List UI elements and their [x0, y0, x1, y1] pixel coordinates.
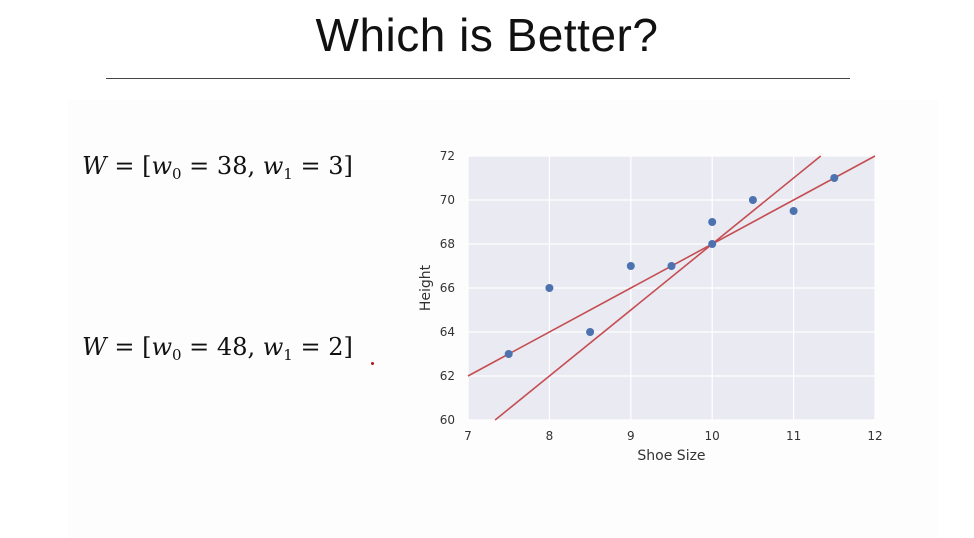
- fit-line-1: [494, 155, 822, 421]
- eq1-w0-subscript: 0: [171, 165, 182, 183]
- title-divider: [106, 78, 850, 79]
- eq2-equals: =: [114, 333, 135, 361]
- eq2-w1-subscript: 1: [283, 346, 293, 364]
- points-layer: [504, 174, 839, 358]
- eq2-w0-equals: =: [189, 333, 210, 361]
- eq1-w0-equals: =: [189, 152, 210, 180]
- data-point: [626, 262, 635, 270]
- y-tick-label: 66: [440, 281, 455, 295]
- eq1-w0-value: 38: [216, 152, 248, 180]
- equation-weights-2: W = [w0 = 48, w1 = 2]: [82, 333, 353, 364]
- y-tick-label: 68: [440, 237, 455, 251]
- eq2-w1-value: 2: [328, 333, 344, 361]
- data-point: [667, 262, 676, 270]
- eq2-w1-equals: =: [300, 333, 321, 361]
- eq1-lhs: W: [82, 152, 107, 180]
- eq1-w1-equals: =: [300, 152, 321, 180]
- tick-labels-layer: 7 8 9 10 11 12 60 62 64 66 68 70 72: [440, 149, 883, 443]
- eq2-w1-symbol: w: [262, 333, 284, 361]
- x-tick-label: 8: [546, 429, 554, 443]
- eq2-w0-subscript: 0: [171, 346, 182, 364]
- slide-title: Which is Better?: [315, 9, 659, 61]
- x-tick-label: 7: [464, 429, 472, 443]
- eq2-w0-value: 48: [216, 333, 248, 361]
- y-tick-label: 60: [440, 413, 455, 427]
- y-tick-label: 70: [440, 193, 455, 207]
- eq1-equals: =: [114, 152, 135, 180]
- data-point: [708, 240, 717, 248]
- eq2-close-bracket: ]: [343, 333, 353, 361]
- x-tick-label: 12: [867, 429, 882, 443]
- eq2-lhs: W: [82, 333, 107, 361]
- x-tick-label: 9: [627, 429, 635, 443]
- grid-layer: [467, 155, 876, 421]
- x-axis-label: Shoe Size: [637, 448, 705, 464]
- y-tick-label: 72: [440, 149, 455, 163]
- eq1-separator: ,: [247, 152, 256, 180]
- eq1-close-bracket: ]: [343, 152, 353, 180]
- eq1-w1-value: 3: [328, 152, 344, 180]
- data-point: [748, 196, 757, 204]
- y-axis-label: Height: [418, 264, 434, 311]
- data-point: [504, 350, 513, 358]
- x-tick-label: 11: [786, 429, 801, 443]
- equation-weights-1: W = [w0 = 38, w1 = 3]: [82, 152, 353, 183]
- eq2-separator: ,: [247, 333, 256, 361]
- data-point: [545, 284, 554, 292]
- eq1-w0-symbol: w: [151, 152, 172, 180]
- y-tick-label: 64: [440, 325, 455, 339]
- y-tick-label: 62: [440, 369, 455, 383]
- scatter-chart: 7 8 9 10 11 12 60 62 64 66 68 70 72 Shoe Size Height: [405, 140, 905, 470]
- eq2-w0-symbol: w: [151, 333, 172, 361]
- data-point: [830, 174, 839, 182]
- data-point: [708, 218, 717, 226]
- stray-red-dot: [371, 362, 374, 365]
- eq1-w1-symbol: w: [262, 152, 284, 180]
- eq1-open-bracket: [: [142, 152, 152, 180]
- x-tick-label: 10: [705, 429, 720, 443]
- chart-svg: 7 8 9 10 11 12 60 62 64 66 68 70 72 Shoe Size Height: [418, 149, 883, 464]
- eq1-w1-subscript: 1: [283, 165, 293, 183]
- data-point: [586, 328, 595, 336]
- eq2-open-bracket: [: [142, 333, 152, 361]
- data-point: [789, 207, 798, 215]
